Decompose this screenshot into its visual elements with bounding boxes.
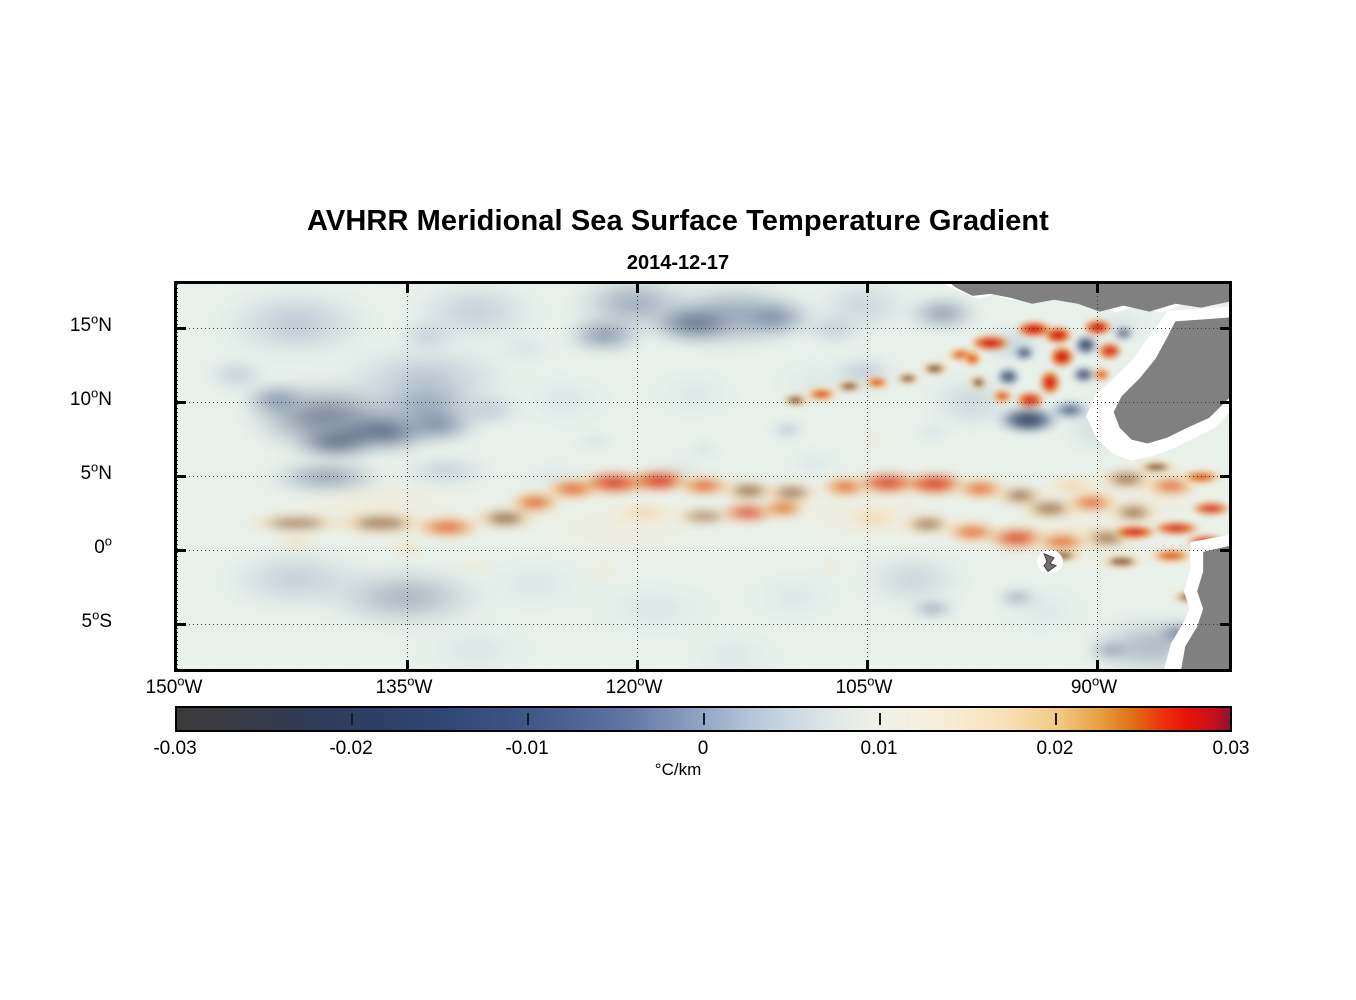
colorbar-label-0.03: 0.03 [1212,738,1250,759]
tick-lat-15-right [1220,327,1229,330]
xtick-105w-number: 105 [835,677,868,698]
tick-lat-15-left [177,327,186,330]
colorbar-label-0.01: 0.01 [860,738,898,759]
colorbar-label-0.02: 0.02 [1036,738,1074,759]
xtick-135w-suffix: W [414,677,433,698]
ytick-15n-degree: o [91,311,99,327]
xtick-105w-degree: o [867,673,875,689]
xtick-135w-degree: o [407,673,415,689]
land-south-america [1181,545,1229,669]
ytick-label-5s: 5oS [52,607,113,633]
tick-lon-120-bottom [636,660,639,669]
ytick-5n-degree: o [91,459,99,475]
ytick-0-degree: o [104,533,112,549]
ytick-5s-degree: o [92,607,100,623]
xtick-150w-degree: o [177,673,185,689]
tick-lat-0-left [177,549,186,552]
colorbar-label-0: 0 [697,738,709,759]
tick-lon-90-bottom [1096,660,1099,669]
colorbar-tick-0.01 [879,713,881,725]
xtick-label-105w: 105oW [804,673,924,699]
ytick-10n-number: 10 [69,389,92,410]
tick-lat-10-right [1220,401,1229,404]
tick-lat-m5-right [1220,623,1229,626]
ytick-10n-suffix: N [98,389,112,410]
xtick-105w-suffix: W [874,677,893,698]
xtick-150w-number: 150 [145,677,178,698]
tick-lat-m5-left [177,623,186,626]
xtick-label-135w: 135oW [344,673,464,699]
colorbar-unit-label: °C/km [654,760,702,779]
xtick-120w-suffix: W [644,677,663,698]
xtick-135w-number: 135 [375,677,408,698]
xtick-120w-degree: o [637,673,645,689]
land-galapagos [1037,549,1063,574]
tick-lon-135-top [406,284,409,293]
colorbar-label--0.01: -0.01 [505,738,549,759]
colorbar[interactable] [175,706,1232,732]
ytick-label-10n: 10oN [52,385,112,411]
figure-subtitle: 2014-12-17 [626,252,730,274]
tick-lon-135-bottom [406,660,409,669]
xtick-label-90w: 90oW [1034,673,1154,699]
xtick-90w-degree: o [1091,673,1100,689]
colorbar-tick--0.01 [527,713,529,725]
colorbar-tick-0.02 [1055,713,1057,725]
ytick-15n-number: 15 [69,315,92,336]
tick-lat-10-left [177,401,186,404]
tick-lon-120-top [636,284,639,293]
land-central-america [1113,317,1229,444]
colorbar-tick-0 [703,713,705,725]
tick-lon-105-bottom [866,660,869,669]
ytick-5n-number: 5 [80,463,92,484]
tick-lat-5-right [1220,475,1229,478]
xtick-150w-suffix: W [184,677,203,698]
ytick-15n-suffix: N [98,315,112,336]
ytick-10n-degree: o [91,385,99,401]
tick-lat-5-left [177,475,186,478]
colorbar-tick--0.02 [351,713,353,725]
ytick-label-15n: 15oN [52,311,112,337]
xtick-90w-number: 90 [1070,677,1092,698]
land-mexico-mainland [951,284,1229,312]
xtick-label-120w: 120oW [574,673,694,699]
colorbar-label--0.02: -0.02 [329,738,373,759]
tick-lon-105-top [866,284,869,293]
figure-title: AVHRR Meridional Sea Surface Temperature… [307,205,1049,237]
ytick-5s-number: 5 [81,611,93,632]
colorbar-label--0.03: -0.03 [153,738,197,759]
ytick-5n-suffix: N [98,463,112,484]
xtick-label-150w: 150oW [114,673,234,699]
ytick-5s-suffix: S [99,611,112,632]
ytick-0-number: 0 [94,537,105,558]
ytick-label-0: 0o [52,533,112,559]
ytick-label-5n: 5oN [52,459,112,485]
xtick-120w-number: 120 [605,677,638,698]
tick-lon-90-top [1096,284,1099,293]
xtick-90w-suffix: W [1099,677,1118,698]
map-axes[interactable] [174,281,1232,672]
sst-gradient-heatmap [177,284,1229,669]
tick-lat-0-right [1220,549,1229,552]
